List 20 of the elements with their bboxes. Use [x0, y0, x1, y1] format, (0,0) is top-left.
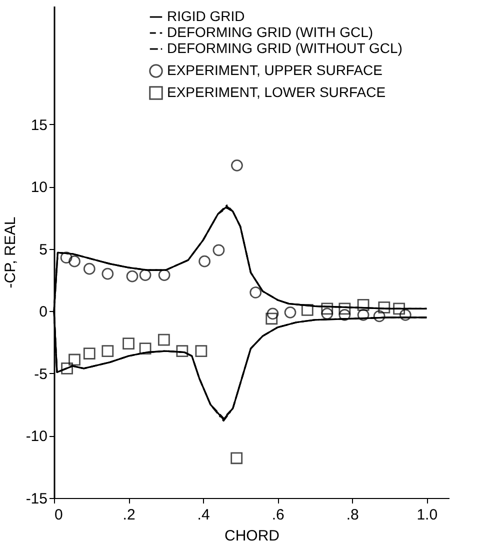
x-tick-label: 1.0 — [416, 506, 438, 524]
x-tick-label: .4 — [197, 506, 210, 524]
x-tick-label: .6 — [272, 506, 284, 524]
y-tick-label: -5 — [34, 366, 48, 383]
legend-label: EXPERIMENT, LOWER SURFACE — [167, 84, 386, 100]
y-tick-label: 5 — [39, 241, 48, 258]
x-axis-title: CHORD — [224, 528, 280, 544]
y-axis-title: -CP, REAL — [2, 216, 19, 288]
x-tick-label: .2 — [122, 506, 136, 524]
legend-label: EXPERIMENT, UPPER SURFACE — [167, 62, 382, 78]
x-tick-label: .8 — [346, 506, 359, 524]
y-tick-label: 10 — [30, 179, 48, 196]
legend-label: RIGID GRID — [167, 8, 245, 24]
legend-label: DEFORMING GRID (WITH GCL) — [167, 24, 374, 40]
y-tick-label: 15 — [30, 116, 48, 134]
legend-label: DEFORMING GRID (WITHOUT GCL) — [167, 40, 402, 56]
y-tick-label: 0 — [39, 304, 48, 321]
y-tick-label: -15 — [26, 490, 48, 508]
y-tick-label: -10 — [26, 428, 48, 446]
x-tick-label: 0 — [54, 506, 63, 524]
